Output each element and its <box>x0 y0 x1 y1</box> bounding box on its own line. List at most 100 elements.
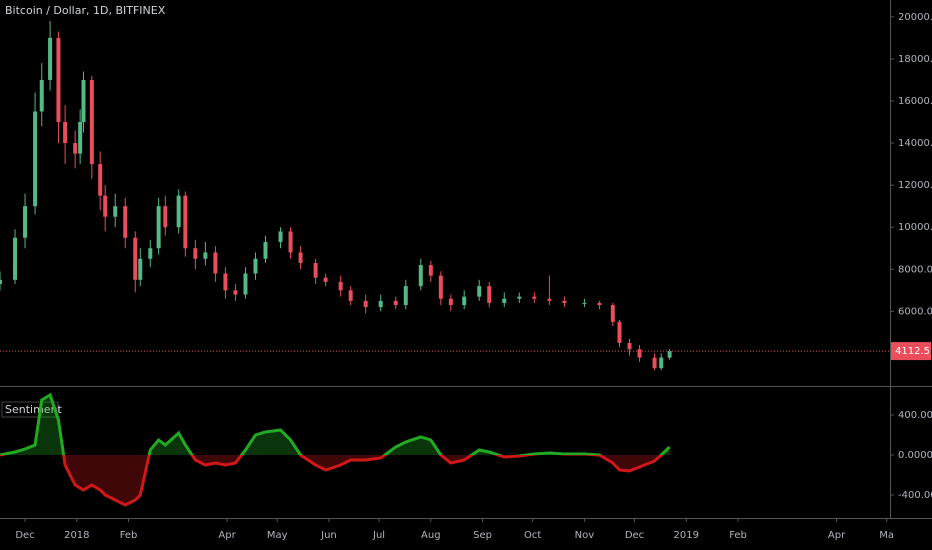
candle-body <box>89 79 94 165</box>
x-tick-label: Oct <box>524 530 541 541</box>
x-tick-label: Sep <box>473 530 492 541</box>
candle-body <box>363 300 368 308</box>
x-tick-label: Ma <box>879 530 894 541</box>
candle-body <box>0 279 2 285</box>
candle-body <box>113 206 118 217</box>
x-tick-label: 2019 <box>674 530 699 541</box>
candle-body <box>582 302 587 304</box>
x-tick-label: Dec <box>625 530 644 541</box>
candle-body <box>138 258 143 280</box>
candle-body <box>288 231 293 253</box>
negative-area <box>0 455 670 505</box>
candle-body <box>81 79 86 123</box>
x-tick-label: Feb <box>120 530 138 541</box>
y-tick-label: 0.0000 <box>898 450 932 461</box>
candle-body <box>597 302 602 306</box>
y-tick-label: 20000.0 <box>898 12 932 23</box>
candle-body <box>156 206 161 249</box>
y-tick-label: 8000.0 <box>898 264 932 275</box>
x-tick-label: May <box>267 530 288 541</box>
candle-body <box>23 206 28 238</box>
candle-body <box>39 79 44 112</box>
candle-body <box>103 195 108 217</box>
candle-body <box>313 262 318 278</box>
candle-body <box>517 296 522 299</box>
candle-body <box>418 265 423 287</box>
candle-body <box>176 195 181 228</box>
candle-body <box>562 300 567 303</box>
candle-body <box>203 252 208 259</box>
candle-body <box>98 164 103 196</box>
indicator-title-box <box>1 401 59 418</box>
candle-body <box>263 241 268 259</box>
y-tick-label: 400.0000 <box>898 410 932 421</box>
candle-body <box>183 195 188 249</box>
x-tick-label: Apr <box>218 530 236 541</box>
x-tick-label: Nov <box>575 530 595 541</box>
candle-body <box>667 351 672 358</box>
x-tick-label: Aug <box>421 530 441 541</box>
candle-body <box>393 300 398 306</box>
last-price-label: 4112.5 <box>895 346 930 357</box>
candle-body <box>223 273 228 291</box>
candle-body <box>652 357 657 369</box>
x-tick-label: Apr <box>828 530 846 541</box>
candle-body <box>163 206 168 228</box>
candle-body <box>73 143 78 154</box>
candle-body <box>13 237 18 280</box>
negative-line <box>0 455 664 507</box>
x-tick-label: Dec <box>15 530 34 541</box>
candle-body <box>278 231 283 242</box>
positive-line <box>0 392 671 455</box>
candle-body <box>63 122 68 144</box>
candle-body <box>123 206 128 238</box>
candle-body <box>48 37 53 80</box>
indicator-title: Sentiment <box>5 403 63 416</box>
y-tick-label: 18000.0 <box>898 54 932 65</box>
candle-body <box>378 300 383 308</box>
candle-body <box>637 349 642 358</box>
candle-body <box>253 258 258 274</box>
candle-body <box>213 252 218 274</box>
candle-body <box>298 252 303 263</box>
candle-body <box>33 111 38 207</box>
candle-body <box>338 281 343 291</box>
candle-body <box>133 237 138 280</box>
candle-body <box>438 275 443 299</box>
candle-body <box>448 298 453 306</box>
candle-body <box>148 248 153 259</box>
y-tick-label: 10000.0 <box>898 222 932 233</box>
candle-body <box>78 122 83 154</box>
candle-body <box>547 298 552 301</box>
candle-body <box>627 342 632 350</box>
candle-body <box>502 298 507 303</box>
x-tick-label: Jun <box>320 530 337 541</box>
candle-body <box>477 286 482 297</box>
candle-body <box>193 248 198 259</box>
candle-body <box>56 37 61 123</box>
candle-body <box>532 296 537 299</box>
y-tick-label: 14000.0 <box>898 138 932 149</box>
x-tick-label: Feb <box>729 530 747 541</box>
y-tick-label: -400.0000 <box>898 490 932 501</box>
y-tick-label: 16000.0 <box>898 96 932 107</box>
chart-title: Bitcoin / Dollar, 1D, BITFINEX <box>5 4 166 17</box>
candle-body <box>462 296 467 306</box>
candle-body <box>487 286 492 303</box>
last-price-box <box>891 342 931 361</box>
candle-body <box>617 321 622 343</box>
y-tick-label: 6000.0 <box>898 306 932 317</box>
candle-body <box>323 277 328 282</box>
candle-body <box>348 290 353 301</box>
candle-body <box>610 305 615 322</box>
candle-body <box>233 290 238 295</box>
candle-body <box>243 273 248 295</box>
x-tick-label: Jul <box>372 530 385 541</box>
y-tick-label: 12000.0 <box>898 180 932 191</box>
candle-body <box>428 265 433 276</box>
x-tick-label: 2018 <box>64 530 89 541</box>
candle-body <box>403 286 408 306</box>
candle-body <box>659 357 664 369</box>
